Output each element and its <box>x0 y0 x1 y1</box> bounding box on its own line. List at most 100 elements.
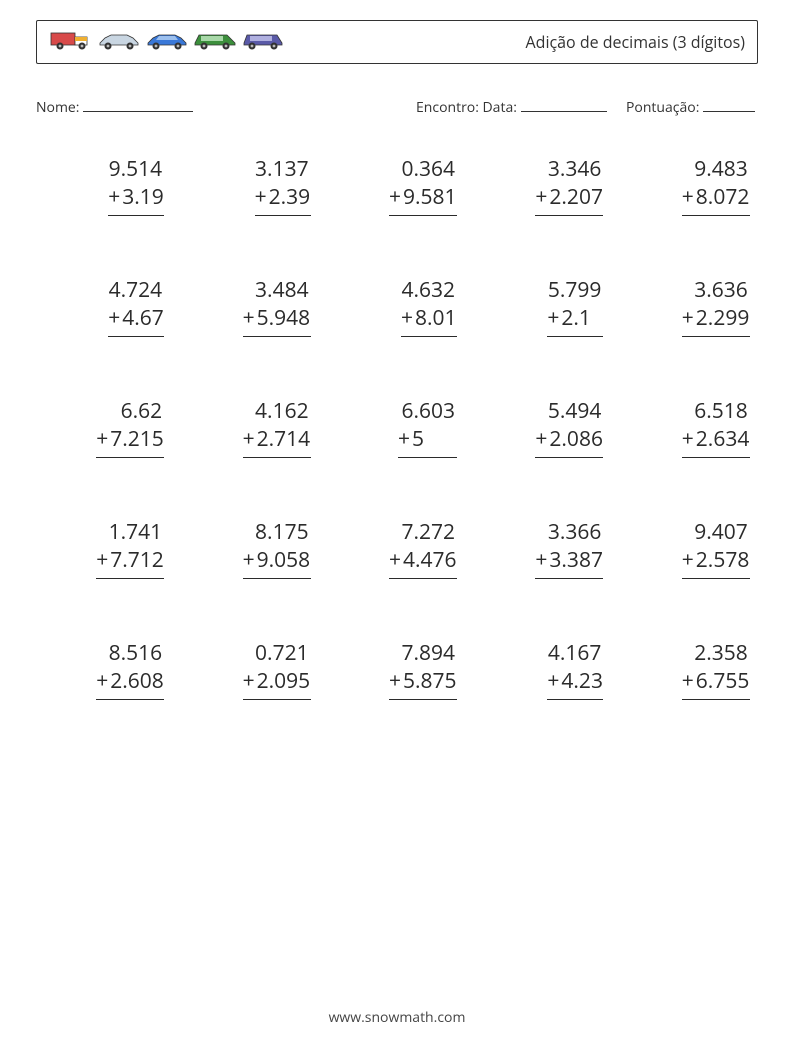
operand-b: 7.712 <box>110 546 164 574</box>
operand-top: 4.162 <box>243 397 311 425</box>
problem: 3.366+3.387 <box>483 518 603 579</box>
problem: 0.721+2.095 <box>191 639 311 700</box>
operand-top: 3.137 <box>255 155 311 183</box>
operator: + <box>682 425 694 453</box>
operand-b: 2.207 <box>549 183 603 211</box>
operator: + <box>682 183 694 211</box>
operand-b: 9.058 <box>257 546 311 574</box>
date-line <box>521 98 607 112</box>
operand-bottom: +9.058 <box>243 546 311 579</box>
problem: 0.364+9.581 <box>337 155 457 216</box>
operand-b: 2.634 <box>696 425 750 453</box>
operator: + <box>401 304 413 332</box>
problem: 7.894+5.875 <box>337 639 457 700</box>
operand-bottom: +4.67 <box>108 304 164 337</box>
problem: 6.603+5 <box>337 397 457 458</box>
operand-bottom: +2.39 <box>255 183 311 216</box>
operand-top: 5.799 <box>547 276 603 304</box>
operator: + <box>682 546 694 574</box>
operand-b: 8.072 <box>696 183 750 211</box>
date-field: Encontro: Data: <box>416 98 626 117</box>
problem: 4.724+4.67 <box>44 276 164 337</box>
operand-b: 2.095 <box>257 667 311 695</box>
problem: 9.514+3.19 <box>44 155 164 216</box>
operand-top: 0.364 <box>389 155 457 183</box>
problem: 8.516+2.608 <box>44 639 164 700</box>
operand-top: 4.724 <box>108 276 164 304</box>
problem: 9.407+2.578 <box>630 518 750 579</box>
operand-b: 2.299 <box>696 304 750 332</box>
problem: 3.636+2.299 <box>630 276 750 337</box>
operator: + <box>243 304 255 332</box>
problem: 3.137+2.39 <box>191 155 311 216</box>
operand-b: 8.01 <box>415 304 457 332</box>
name-label: Nome: <box>36 98 79 117</box>
problems-grid: 9.514+3.193.137+2.390.364+9.5813.346+2.2… <box>36 155 758 700</box>
operator: + <box>243 667 255 695</box>
operand-b: 9.581 <box>403 183 457 211</box>
problem: 8.175+9.058 <box>191 518 311 579</box>
operator: + <box>96 546 108 574</box>
operand-b: 5.948 <box>257 304 311 332</box>
operator: + <box>547 304 559 332</box>
operand-bottom: +5 <box>398 425 457 458</box>
operator: + <box>96 425 108 453</box>
operand-b: 2.086 <box>549 425 603 453</box>
operand-bottom: +2.207 <box>535 183 603 216</box>
operand-top: 1.741 <box>96 518 164 546</box>
operand-bottom: +3.19 <box>108 183 164 216</box>
operand-b: 7.215 <box>110 425 164 453</box>
worksheet-title: Adição de decimais (3 dígitos) <box>526 31 745 53</box>
problem: 4.632+8.01 <box>337 276 457 337</box>
operator: + <box>389 546 401 574</box>
operator: + <box>682 667 694 695</box>
operand-top: 3.346 <box>535 155 603 183</box>
footer-url: www.snowmath.com <box>0 1008 794 1027</box>
operand-top: 8.175 <box>243 518 311 546</box>
score-line <box>703 98 755 112</box>
operand-bottom: +2.714 <box>243 425 311 458</box>
operand-bottom: +7.712 <box>96 546 164 579</box>
operand-top: 9.407 <box>682 518 750 546</box>
operand-b: 4.23 <box>561 667 603 695</box>
operator: + <box>96 667 108 695</box>
operator: + <box>255 183 267 211</box>
name-line <box>83 98 193 112</box>
operator: + <box>535 425 547 453</box>
date-label: Encontro: Data: <box>416 98 517 117</box>
problem: 9.483+8.072 <box>630 155 750 216</box>
operand-top: 7.272 <box>389 518 457 546</box>
operator: + <box>398 425 410 453</box>
operand-top: 9.483 <box>682 155 750 183</box>
operand-top: 9.514 <box>108 155 164 183</box>
operand-b: 2.1 <box>561 304 601 332</box>
vehicle-icon <box>241 29 285 56</box>
operand-bottom: +8.072 <box>682 183 750 216</box>
operand-b: 2.714 <box>257 425 311 453</box>
problem: 6.62+7.215 <box>44 397 164 458</box>
operator: + <box>108 183 120 211</box>
operand-b: 3.19 <box>122 183 164 211</box>
operand-top: 6.603 <box>398 397 457 425</box>
operand-top: 3.484 <box>243 276 311 304</box>
operator: + <box>243 425 255 453</box>
problem: 4.162+2.714 <box>191 397 311 458</box>
operand-b: 6.755 <box>696 667 750 695</box>
operand-top: 6.62 <box>96 397 164 425</box>
operand-top: 3.636 <box>682 276 750 304</box>
operator: + <box>682 304 694 332</box>
operator: + <box>389 667 401 695</box>
operand-bottom: +6.755 <box>682 667 750 700</box>
operand-top: 5.494 <box>535 397 603 425</box>
vehicle-icons <box>49 29 285 56</box>
operand-top: 3.366 <box>535 518 603 546</box>
operand-bottom: +2.634 <box>682 425 750 458</box>
operand-bottom: +2.1 <box>547 304 603 337</box>
problem: 1.741+7.712 <box>44 518 164 579</box>
operand-b: 2.578 <box>696 546 750 574</box>
operator: + <box>243 546 255 574</box>
vehicle-icon <box>145 29 189 56</box>
operand-b: 2.39 <box>269 183 311 211</box>
operand-top: 6.518 <box>682 397 750 425</box>
operand-bottom: +3.387 <box>535 546 603 579</box>
